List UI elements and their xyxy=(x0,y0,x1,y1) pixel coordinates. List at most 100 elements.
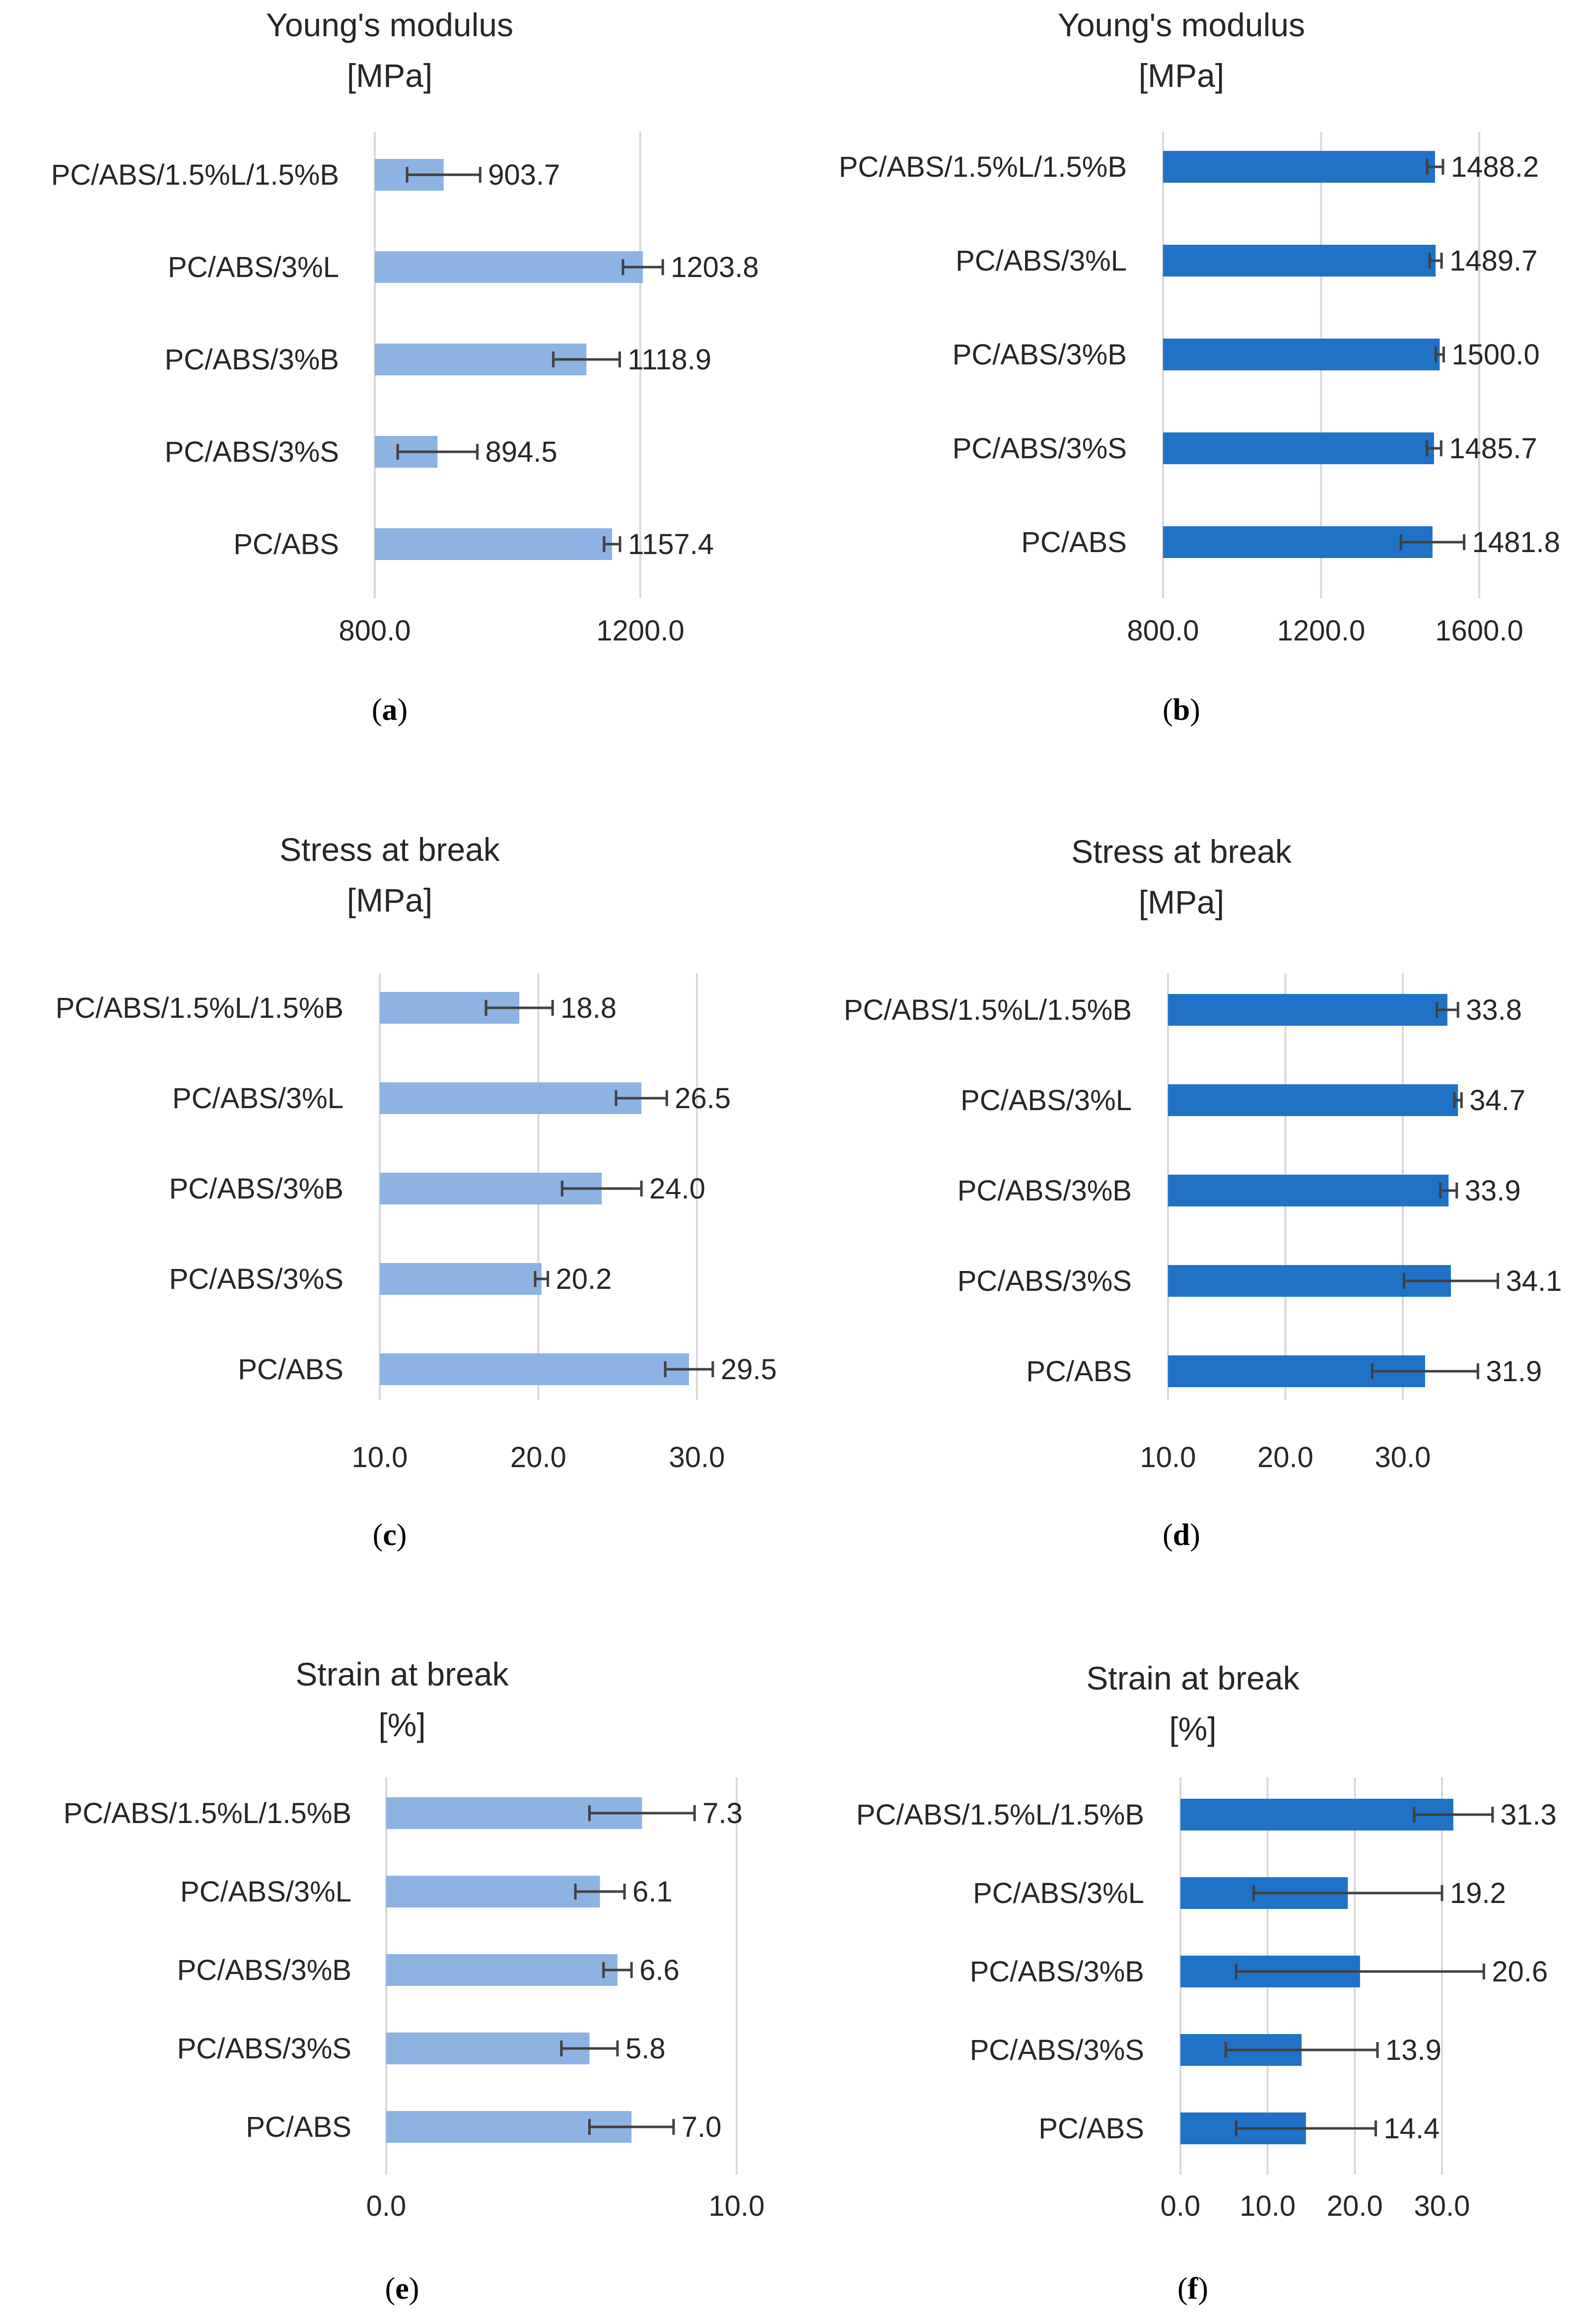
category-label: PC/ABS/1.5%L/1.5%B xyxy=(844,994,1132,1026)
bar xyxy=(386,1876,600,1907)
category-label: PC/ABS/3%S xyxy=(169,1263,343,1295)
category-label: PC/ABS/3%S xyxy=(958,1265,1132,1297)
category-label: PC/ABS xyxy=(238,1353,343,1386)
category-label: PC/ABS/3%S xyxy=(953,432,1127,465)
data-label: 29.5 xyxy=(721,1353,777,1386)
data-label: 1157.4 xyxy=(628,528,714,561)
chart-panel-b: Young's modulus [MPa] 800.0 1200.0 1600.0 PC/… xyxy=(839,6,1560,727)
category-label: PC/ABS/3%B xyxy=(165,344,339,376)
category-label: PC/ABS/1.5%L/1.5%B xyxy=(51,159,339,191)
bar xyxy=(386,1954,618,1986)
chart-subtitle: [MPa] xyxy=(1139,57,1224,94)
bar xyxy=(380,1082,642,1114)
data-label: 7.3 xyxy=(702,1797,743,1830)
bar xyxy=(1163,151,1435,183)
data-label: 1118.9 xyxy=(627,344,711,376)
chart-title: Strain at break xyxy=(295,1656,509,1692)
bar xyxy=(1168,1084,1458,1116)
chart-panel-c: Stress at break [MPa] 10.0 20.0 30.0 PC/ABS/1… xyxy=(56,831,777,1552)
chart-subtitle: [MPa] xyxy=(347,882,432,918)
category-label: PC/ABS/3%L xyxy=(961,1084,1132,1117)
data-label: 34.7 xyxy=(1469,1084,1525,1117)
category-label: PC/ABS/3%B xyxy=(953,339,1127,371)
x-tick-label: 1600.0 xyxy=(1435,615,1523,647)
data-label: 26.5 xyxy=(675,1082,731,1115)
category-label: PC/ABS/3%B xyxy=(958,1175,1132,1207)
x-tick-label: 20.0 xyxy=(1327,2190,1383,2222)
x-tick-label: 10.0 xyxy=(709,2190,765,2222)
x-tick-label: 1200.0 xyxy=(1277,615,1365,647)
bar xyxy=(375,344,587,375)
chart-panel-a: Young's modulus [MPa] 800.0 1200.0 PC/ABS/1.… xyxy=(51,6,759,727)
x-tick-label: 10.0 xyxy=(1140,1441,1196,1474)
data-label: 1500.0 xyxy=(1451,339,1539,371)
category-label: PC/ABS/3%S xyxy=(165,436,339,468)
category-label: PC/ABS/3%L xyxy=(168,251,339,283)
category-label: PC/ABS xyxy=(1038,2113,1144,2145)
data-label: 7.0 xyxy=(682,2111,722,2143)
category-label: PC/ABS/3%L xyxy=(180,1876,351,1908)
chart-subtitle: [%] xyxy=(378,1706,425,1743)
category-label: PC/ABS/3%S xyxy=(177,2033,351,2065)
bar xyxy=(1180,1799,1453,1831)
data-label: 31.3 xyxy=(1501,1799,1557,1831)
category-label: PC/ABS xyxy=(1026,1355,1132,1388)
data-label: 18.8 xyxy=(560,992,617,1024)
category-label: PC/ABS/3%B xyxy=(177,1954,351,1986)
panel-label: (c) xyxy=(373,1518,407,1552)
panel-label: (e) xyxy=(385,2272,419,2306)
bar xyxy=(1168,994,1447,1026)
x-tick-label: 1200.0 xyxy=(596,615,684,647)
chart-title: Young's modulus xyxy=(266,6,513,43)
chart-panel-f: Strain at break [%] 0.0 10.0 20.0 30.0 PC/ABS/… xyxy=(856,1660,1557,2306)
chart-subtitle: [MPa] xyxy=(1139,884,1224,920)
data-label: 13.9 xyxy=(1385,2034,1442,2066)
category-label: PC/ABS/3%L xyxy=(172,1082,343,1115)
bar xyxy=(1163,526,1433,558)
bar xyxy=(1163,245,1436,277)
panel-label: (d) xyxy=(1163,1518,1200,1552)
x-tick-label: 10.0 xyxy=(1239,2190,1296,2222)
category-label: PC/ABS xyxy=(233,528,339,561)
chart-title: Stress at break xyxy=(279,831,500,868)
category-label: PC/ABS/3%L xyxy=(973,1877,1144,1909)
x-tick-label: 20.0 xyxy=(1257,1441,1313,1474)
bar xyxy=(380,1263,542,1295)
category-label: PC/ABS/3%B xyxy=(169,1173,343,1205)
data-label: 5.8 xyxy=(625,2033,666,2065)
category-label: PC/ABS/3%B xyxy=(970,1956,1144,1988)
data-label: 1489.7 xyxy=(1449,245,1537,277)
data-label: 19.2 xyxy=(1450,1877,1506,1909)
bar xyxy=(375,251,643,283)
category-label: PC/ABS/1.5%L/1.5%B xyxy=(56,992,343,1024)
data-label: 14.4 xyxy=(1383,2113,1440,2145)
data-label: 6.6 xyxy=(639,1954,680,1986)
data-label: 20.2 xyxy=(556,1263,612,1295)
bar xyxy=(386,2033,590,2064)
data-label: 1203.8 xyxy=(671,251,758,283)
x-tick-label: 800.0 xyxy=(339,615,411,647)
bar xyxy=(1168,1175,1449,1206)
x-tick-label: 30.0 xyxy=(669,1441,725,1474)
chart-title: Stress at break xyxy=(1071,833,1292,870)
data-label: 33.8 xyxy=(1466,994,1522,1026)
data-label: 20.6 xyxy=(1492,1956,1548,1988)
x-tick-label: 20.0 xyxy=(510,1441,566,1474)
data-label: 1488.2 xyxy=(1451,151,1539,183)
data-label: 34.1 xyxy=(1506,1265,1562,1297)
data-label: 31.9 xyxy=(1486,1355,1542,1388)
category-label: PC/ABS/1.5%L/1.5%B xyxy=(856,1799,1144,1831)
data-label: 24.0 xyxy=(649,1173,705,1205)
data-label: 1481.8 xyxy=(1472,526,1560,559)
data-label: 1485.7 xyxy=(1449,432,1537,465)
chart-subtitle: [MPa] xyxy=(347,57,432,94)
category-label: PC/ABS/1.5%L/1.5%B xyxy=(64,1797,351,1830)
data-label: 6.1 xyxy=(632,1876,673,1908)
bar xyxy=(1163,339,1440,370)
data-label: 903.7 xyxy=(488,159,560,191)
x-tick-label: 0.0 xyxy=(1161,2190,1201,2222)
category-label: PC/ABS/3%S xyxy=(970,2034,1144,2066)
chart-panel-d: Stress at break [MPa] 10.0 20.0 30.0 PC/ABS/1… xyxy=(844,833,1562,1552)
chart-title: Strain at break xyxy=(1086,1660,1300,1696)
